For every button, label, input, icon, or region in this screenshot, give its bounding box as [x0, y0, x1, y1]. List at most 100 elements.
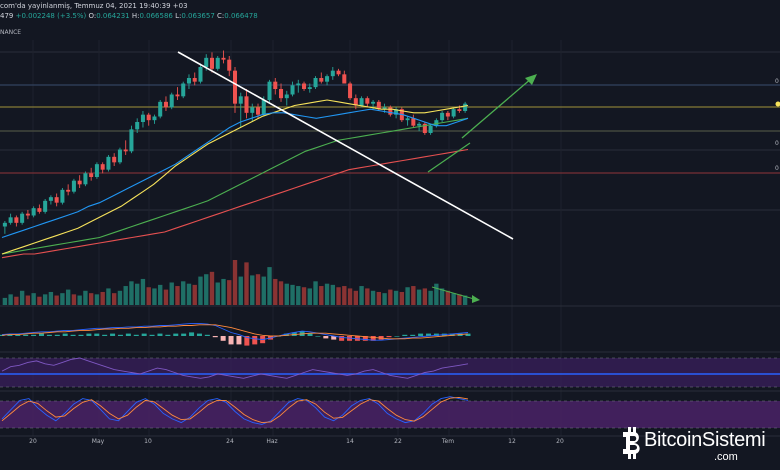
volume-bar: [123, 286, 128, 305]
candle-body: [14, 217, 19, 223]
stoch-pane: [0, 390, 780, 437]
volume-bar: [232, 260, 238, 305]
candle: [296, 79, 301, 93]
candle-body: [100, 164, 105, 170]
volume-bar: [227, 280, 232, 305]
x-axis-tick-label: 14: [346, 438, 354, 445]
volume-bar: [181, 281, 186, 305]
price-levels: [0, 84, 780, 174]
macd-histogram-bar: [165, 334, 171, 336]
x-axis-tick-label: Haz: [266, 438, 277, 445]
volume-bar: [158, 284, 163, 305]
x-axis-tick-label: Tem: [441, 438, 454, 445]
candle: [175, 87, 180, 100]
candle: [451, 107, 456, 119]
macd-histogram-bar: [307, 333, 313, 336]
candle-body: [123, 149, 128, 152]
candle-body: [20, 213, 25, 223]
macd-histogram-bar: [117, 334, 123, 336]
candle-body: [37, 208, 42, 212]
candle: [325, 74, 330, 86]
macd-histogram-bar: [15, 334, 21, 336]
volume-bar: [65, 289, 71, 305]
candle-body: [434, 120, 439, 126]
macd-histogram-bar: [410, 334, 416, 336]
candle-body: [302, 83, 307, 89]
price-axis-label: 0: [775, 140, 779, 147]
candle-body: [186, 78, 191, 84]
ma-red-line: [1, 148, 469, 259]
macd-histogram-bar: [236, 336, 242, 345]
candle-body: [348, 83, 353, 99]
candle-body: [198, 67, 203, 82]
volume-bar: [31, 293, 36, 305]
volume-bar: [382, 293, 387, 305]
candle: [100, 162, 105, 174]
candle-body: [342, 74, 347, 84]
candles: [2, 50, 468, 234]
macd-histogram-bar: [38, 333, 44, 336]
volume-bar: [307, 288, 312, 305]
candle: [365, 96, 370, 108]
candle-body: [60, 189, 65, 203]
volume-bar: [267, 267, 272, 305]
candle: [2, 221, 7, 234]
candle: [388, 105, 393, 117]
macd-histogram-bar: [426, 333, 432, 336]
ma-blue-line: [1, 108, 469, 239]
bitcoinsistemi-watermark: BitcoinSistemi .com: [619, 425, 779, 470]
candle-body: [227, 59, 232, 71]
candle: [273, 78, 278, 95]
candle: [445, 111, 450, 121]
macd-histogram-bar: [173, 333, 179, 336]
ohlc-readout: 479 +0.002248 (+3.5%) O:0.064231 H:0.066…: [0, 12, 258, 20]
macd-histogram-bar: [283, 333, 289, 336]
support-trendline: [427, 142, 471, 173]
candle: [71, 178, 76, 194]
candle-body: [365, 98, 370, 104]
candle-body: [77, 180, 82, 185]
candle: [227, 56, 232, 77]
candle: [129, 125, 134, 154]
candle-body: [71, 180, 76, 192]
candle-body: [232, 70, 238, 104]
macd-pane: [0, 322, 471, 346]
volume-bar: [244, 262, 249, 305]
candle-body: [43, 200, 48, 212]
candle: [112, 153, 117, 166]
candle-body: [129, 129, 134, 152]
volume-bar: [175, 286, 180, 305]
candle: [181, 81, 186, 99]
candle-body: [267, 81, 272, 100]
candle-body: [428, 125, 433, 133]
candle-body: [54, 197, 59, 203]
candle-body: [112, 156, 117, 163]
low-value: 0.063657: [181, 12, 215, 20]
candle-body: [8, 217, 13, 223]
candle-body: [394, 109, 399, 115]
volume-bar: [60, 293, 65, 305]
candle-body: [307, 87, 312, 89]
volume-bar: [111, 293, 117, 305]
candle-body: [204, 57, 209, 67]
candle-body: [325, 76, 330, 82]
price-marker-dot: [775, 101, 780, 107]
volume-bar: [330, 284, 335, 305]
volume-bar: [83, 290, 88, 305]
high-label: H:: [131, 12, 140, 20]
candle: [106, 155, 111, 172]
volume-bar: [250, 275, 255, 305]
volume-trend-arrowhead: [472, 295, 480, 303]
candle-body: [48, 197, 53, 201]
candle-body: [336, 70, 341, 75]
candle: [83, 171, 88, 187]
candle-body: [417, 123, 422, 126]
macd-histogram-bar: [62, 333, 68, 336]
macd-histogram-bar: [181, 333, 187, 336]
volume-bar: [347, 288, 353, 305]
macd-histogram-bar: [212, 336, 218, 338]
candle-body: [221, 57, 226, 60]
macd-histogram-bar: [157, 333, 163, 336]
